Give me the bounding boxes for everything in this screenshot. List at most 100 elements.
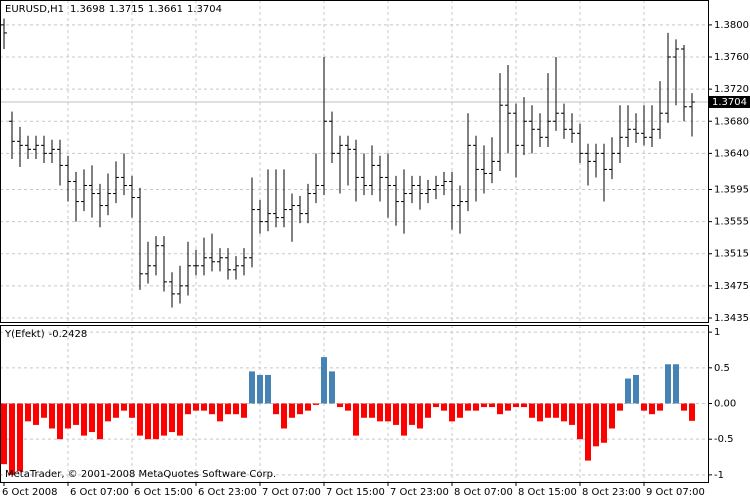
- indicator-last-value: -0.2428: [49, 329, 88, 340]
- histogram-bar: [49, 403, 55, 429]
- histogram-bar: [649, 403, 655, 415]
- x-tick-label: 7 Oct 15:00: [326, 487, 385, 498]
- histogram-bar: [657, 403, 663, 411]
- histogram-bar: [97, 403, 103, 440]
- histogram-bar: [185, 403, 191, 415]
- price-panel-frame: [0, 0, 709, 323]
- x-tick-label: 7 Oct 23:00: [390, 487, 449, 498]
- histogram-bar: [457, 403, 463, 418]
- histogram-bar: [393, 403, 399, 425]
- histogram-bar: [441, 403, 447, 411]
- x-tick-label: 8 Oct 15:00: [518, 487, 577, 498]
- histogram-bar: [65, 403, 71, 429]
- histogram-bar: [481, 403, 487, 408]
- y-tick-label: 0.5: [714, 363, 730, 374]
- histogram-bar: [433, 403, 439, 408]
- histogram-bar: [241, 403, 247, 418]
- histogram-bar: [681, 403, 687, 411]
- y-tick-label: 1.3555: [714, 217, 749, 228]
- histogram-bar: [81, 403, 87, 436]
- histogram-bar: [537, 403, 543, 422]
- histogram-bar: [369, 403, 375, 418]
- symbol: EURUSD,H1: [5, 4, 64, 15]
- histogram-bar: [17, 403, 23, 472]
- histogram-bar: [249, 371, 255, 404]
- histogram-bar: [121, 403, 127, 411]
- histogram-bar: [201, 403, 207, 411]
- histogram-bar: [129, 403, 135, 418]
- histogram-bar: [1, 403, 7, 465]
- histogram-bar: [529, 403, 535, 418]
- histogram-bar: [409, 403, 415, 425]
- histogram-bar: [25, 403, 31, 422]
- histogram-bar: [73, 403, 79, 425]
- y-tick-label: 1.3800: [714, 20, 749, 31]
- histogram-bar: [385, 403, 391, 422]
- last-high: 1.3715: [109, 4, 144, 15]
- histogram-bar: [57, 403, 63, 440]
- histogram-bar: [401, 403, 407, 436]
- histogram-bar: [153, 403, 159, 440]
- histogram-bar: [633, 374, 639, 404]
- last-close: 1.3704: [187, 4, 222, 15]
- histogram-bar: [569, 403, 575, 425]
- histogram-bar: [625, 378, 631, 404]
- y-tick-label: 0.00: [714, 399, 736, 410]
- indicator-name: Y(Efekt): [4, 329, 45, 340]
- copyright: MetaTrader, © 2001-2008 MetaQuotes Softw…: [5, 469, 276, 480]
- histogram-bar: [361, 403, 367, 418]
- histogram-bar: [505, 403, 511, 411]
- histogram-bar: [377, 403, 383, 422]
- histogram-bar: [113, 403, 119, 418]
- histogram-bar: [617, 403, 623, 411]
- histogram-bar: [289, 403, 295, 418]
- histogram-bar: [177, 403, 183, 436]
- histogram-bar: [673, 364, 679, 404]
- histogram-bar: [577, 403, 583, 440]
- histogram-bar: [105, 403, 111, 422]
- histogram-bar: [321, 357, 327, 404]
- histogram-bar: [41, 403, 47, 418]
- y-tick-label: 1.3595: [714, 185, 749, 196]
- y-tick-label: -0.5: [714, 434, 734, 445]
- x-tick-label: 9 Oct 07:00: [646, 487, 705, 498]
- histogram-bar: [353, 403, 359, 436]
- histogram-bar: [169, 403, 175, 433]
- histogram-bar: [425, 403, 431, 418]
- histogram-bar: [465, 403, 471, 411]
- histogram-bar: [209, 403, 215, 415]
- histogram-bar: [345, 403, 351, 411]
- x-tick-label: 6 Oct 2008: [2, 487, 57, 498]
- histogram-bar: [561, 403, 567, 422]
- y-tick-label: -1: [714, 470, 724, 481]
- x-tick-label: 8 Oct 23:00: [582, 487, 641, 498]
- mark-layer: [1, 18, 695, 475]
- histogram-bar: [497, 403, 503, 415]
- histogram-bar: [665, 364, 671, 404]
- x-tick-label: 6 Oct 07:00: [70, 487, 129, 498]
- y-tick-label: 1.3640: [714, 148, 749, 159]
- x-tick-label: 6 Oct 23:00: [198, 487, 257, 498]
- last-open: 1.3698: [70, 4, 105, 15]
- chart-title: EURUSD,H1 1.3698 1.3715 1.3661 1.3704: [5, 4, 222, 15]
- x-tick-label: 6 Oct 15:00: [134, 487, 193, 498]
- y-tick-label: 1: [714, 327, 720, 338]
- y-tick-label: 1.3515: [714, 249, 749, 260]
- y-tick-label: 1.3680: [714, 116, 749, 127]
- histogram-bar: [521, 403, 527, 408]
- y-tick-label: 1.3475: [714, 281, 749, 292]
- histogram-bar: [329, 371, 335, 404]
- y-tick-label: 1.3435: [714, 313, 749, 324]
- histogram-bar: [305, 403, 311, 411]
- x-tick-label: 8 Oct 07:00: [454, 487, 513, 498]
- histogram-bar: [489, 403, 495, 408]
- histogram-bar: [593, 403, 599, 447]
- histogram-bar: [89, 403, 95, 433]
- histogram-bar: [9, 403, 15, 475]
- histogram-bar: [145, 403, 151, 440]
- histogram-bar: [553, 403, 559, 418]
- y-tick-label: 1.3760: [714, 52, 749, 63]
- histogram-bar: [473, 403, 479, 411]
- current-price-box: [709, 95, 750, 108]
